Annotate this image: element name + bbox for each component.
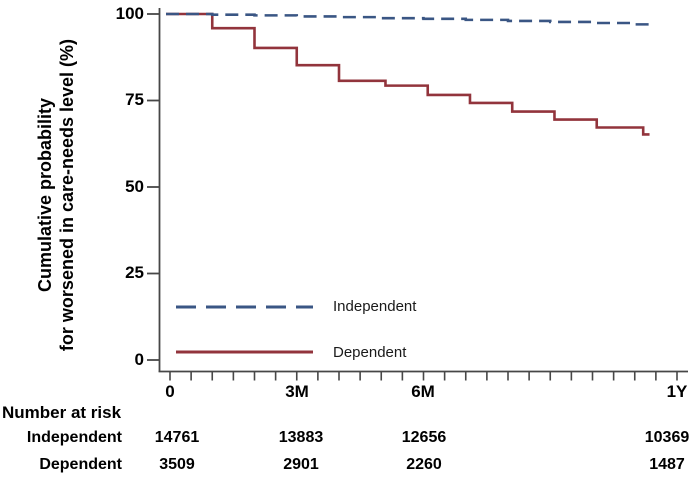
- y-axis-ticks: [147, 13, 160, 361]
- y-tick-label-75: 75: [125, 90, 144, 109]
- y-axis-title-line2: for worsened in care-needs level (%): [57, 38, 77, 352]
- risk-row-label-independent: Independent: [26, 429, 122, 446]
- y-tick-label-25: 25: [125, 263, 144, 282]
- y-tick-label-0: 0: [134, 350, 144, 369]
- risk-value-dependent-0: 3509: [159, 456, 195, 473]
- y-tick-label-50: 50: [125, 177, 144, 196]
- x-tick-label-0: 0: [165, 382, 175, 401]
- curve-dependent: [166, 12, 650, 136]
- x-tick-label-1y: 1Y: [666, 382, 688, 401]
- risk-value-dependent-6m: 2260: [406, 456, 442, 473]
- curve-independent: [166, 12, 650, 26]
- x-tick-label-3m: 3M: [285, 382, 309, 401]
- y-axis-title: Cumulative probability for worsened in c…: [34, 5, 80, 385]
- risk-table-title: Number at risk: [2, 403, 122, 422]
- survival-curves: [166, 12, 650, 136]
- y-tick-label-100: 100: [115, 4, 144, 23]
- legend-label-dependent: Dependent: [333, 344, 407, 361]
- risk-row-label-dependent: Dependent: [39, 456, 122, 473]
- risk-value-independent-1y: 10369: [644, 429, 690, 446]
- x-axis-ticks: [169, 372, 678, 381]
- risk-value-dependent-1y: 1487: [649, 456, 685, 473]
- y-axis-title-line1: Cumulative probability: [35, 97, 55, 293]
- risk-value-independent-0: 14761: [154, 429, 200, 446]
- risk-value-dependent-3m: 2901: [283, 456, 319, 473]
- risk-value-independent-3m: 13883: [278, 429, 324, 446]
- risk-value-independent-6m: 12656: [401, 429, 447, 446]
- legend-label-independent: Independent: [333, 298, 417, 315]
- x-tick-label-6m: 6M: [411, 382, 435, 401]
